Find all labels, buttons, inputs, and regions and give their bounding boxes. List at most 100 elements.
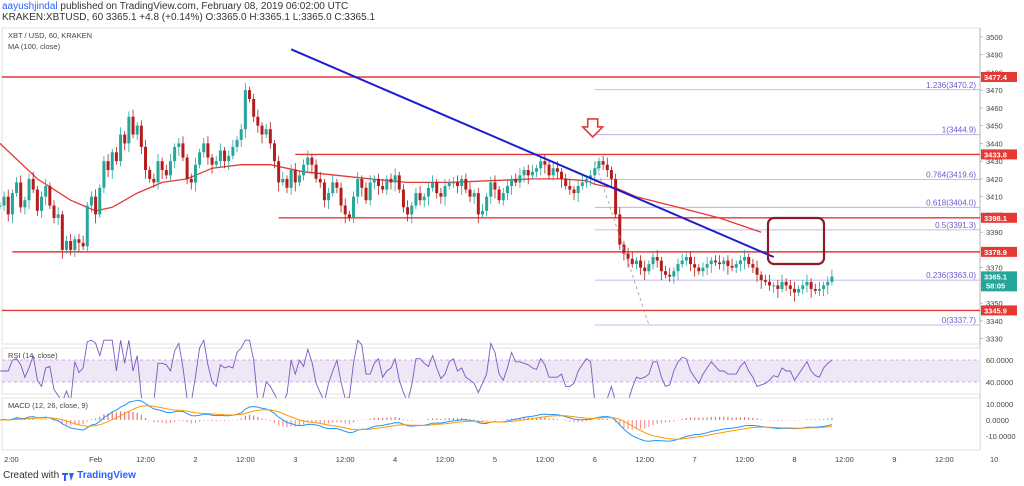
candle-body <box>210 157 214 165</box>
price-tag-support-3378 <box>981 246 1017 257</box>
candle-body <box>788 285 792 289</box>
candle-body <box>555 168 559 172</box>
fib-label: 1.236(3470.2) <box>926 81 976 90</box>
candle-body <box>551 168 555 176</box>
y-tick-label: 3410 <box>986 193 1003 202</box>
candle-body <box>235 139 239 147</box>
candle-body <box>768 281 772 286</box>
y-tick-label: 3390 <box>986 228 1003 237</box>
y-tick-label: 3490 <box>986 51 1003 60</box>
x-tick-label: 12:00 <box>136 455 155 464</box>
candle-body <box>718 262 722 265</box>
candle-body <box>460 178 464 186</box>
candle-body <box>709 260 713 265</box>
candle-body <box>472 193 476 197</box>
y-tick-label: 3370 <box>986 264 1003 273</box>
price-tag-label: 3433.8 <box>984 150 1007 159</box>
macd-signal-line <box>0 405 832 440</box>
candle-body <box>356 178 360 197</box>
candle-body <box>85 205 89 247</box>
candle-body <box>376 178 380 186</box>
candle-body <box>81 242 85 247</box>
macd-pane: MACD (12, 26, close, 9) 10.0000 0.0000 -10.… <box>0 397 1016 451</box>
candle-body <box>135 125 139 135</box>
candle-body <box>44 186 48 197</box>
candle-body <box>468 189 472 197</box>
author-link[interactable]: aayushjindal <box>2 1 58 12</box>
candle-body <box>393 175 397 183</box>
candle-body <box>597 161 601 169</box>
candle-body <box>797 288 801 293</box>
candle-body <box>659 260 663 272</box>
candle-body <box>584 178 588 183</box>
y-tick-label: 3330 <box>986 335 1003 344</box>
candle-body <box>755 267 759 275</box>
candle-body <box>277 161 281 183</box>
candle-body <box>318 178 322 183</box>
candle-body <box>94 196 98 215</box>
candle-body <box>314 164 318 179</box>
created-with-text: Created with <box>3 470 60 481</box>
candle-body <box>605 164 609 171</box>
candle-body <box>123 134 127 144</box>
price-tag-resistance-3398 <box>981 212 1017 223</box>
candle-body <box>406 207 410 215</box>
candle-body <box>576 186 580 194</box>
candle-body <box>809 281 813 289</box>
fib-label: 0.618(3404.0) <box>926 198 976 207</box>
candle-body <box>526 170 530 176</box>
chart-title: XBT / USD, 60, KRAKEN <box>8 31 92 40</box>
price-chart[interactable]: 3330334033503360337033803390340034103420… <box>0 25 1024 470</box>
fib-label: 0.236(3363.0) <box>926 271 976 280</box>
candle-body <box>110 152 114 171</box>
x-tick-label: 12:00 <box>336 455 355 464</box>
candle-body <box>177 143 181 147</box>
candle-body <box>2 196 6 206</box>
candle-body <box>626 253 630 259</box>
x-tick-label: 4 <box>393 455 397 464</box>
time-axis: 2:00 Feb 12:00 2 12:00 3 12:00 4 12:00 5 12:00 6 12:… <box>4 455 998 464</box>
y-tick-label: 3440 <box>986 139 1003 148</box>
candle-body <box>464 178 468 190</box>
x-tick-label: 12:00 <box>935 455 954 464</box>
rsi-tick: 40.0000 <box>986 378 1013 387</box>
candle-body <box>156 161 160 183</box>
candle-body <box>680 260 684 265</box>
candle-body <box>139 125 143 147</box>
candle-body <box>593 168 597 176</box>
candle-body <box>772 285 776 287</box>
x-tick-label: 5 <box>493 455 497 464</box>
candle-body <box>144 146 148 171</box>
candle-body <box>173 146 177 162</box>
candle-body <box>539 161 543 169</box>
candle-body <box>780 281 784 289</box>
x-tick-label: 2 <box>193 455 197 464</box>
candle-body <box>272 143 276 162</box>
y-tick-label: 3420 <box>986 175 1003 184</box>
candle-body <box>497 189 501 201</box>
candle-body <box>102 161 106 188</box>
candle-body <box>655 257 659 261</box>
candle-body <box>264 129 268 135</box>
candle-body <box>722 260 726 265</box>
candle-body <box>743 257 747 261</box>
tradingview-brand[interactable]: TradingView <box>77 470 136 481</box>
x-tick-label: 12:00 <box>635 455 654 464</box>
candle-body <box>589 175 593 179</box>
candle-body <box>676 264 680 272</box>
candle-body <box>223 150 227 162</box>
macd-tick: -10.0000 <box>986 432 1016 441</box>
candle-body <box>310 157 314 165</box>
candle-body <box>817 288 821 291</box>
candle-body <box>297 175 301 183</box>
candle-body <box>830 276 834 282</box>
candle-body <box>302 164 306 176</box>
publish-info: aayushjindal published on TradingView.co… <box>2 1 348 12</box>
candle-body <box>52 205 56 218</box>
x-tick-label: 12:00 <box>236 455 255 464</box>
candle-body <box>293 170 297 183</box>
candle-body <box>543 161 547 165</box>
candle-body <box>227 155 231 162</box>
candle-body <box>501 193 505 201</box>
candle-body <box>15 182 19 194</box>
